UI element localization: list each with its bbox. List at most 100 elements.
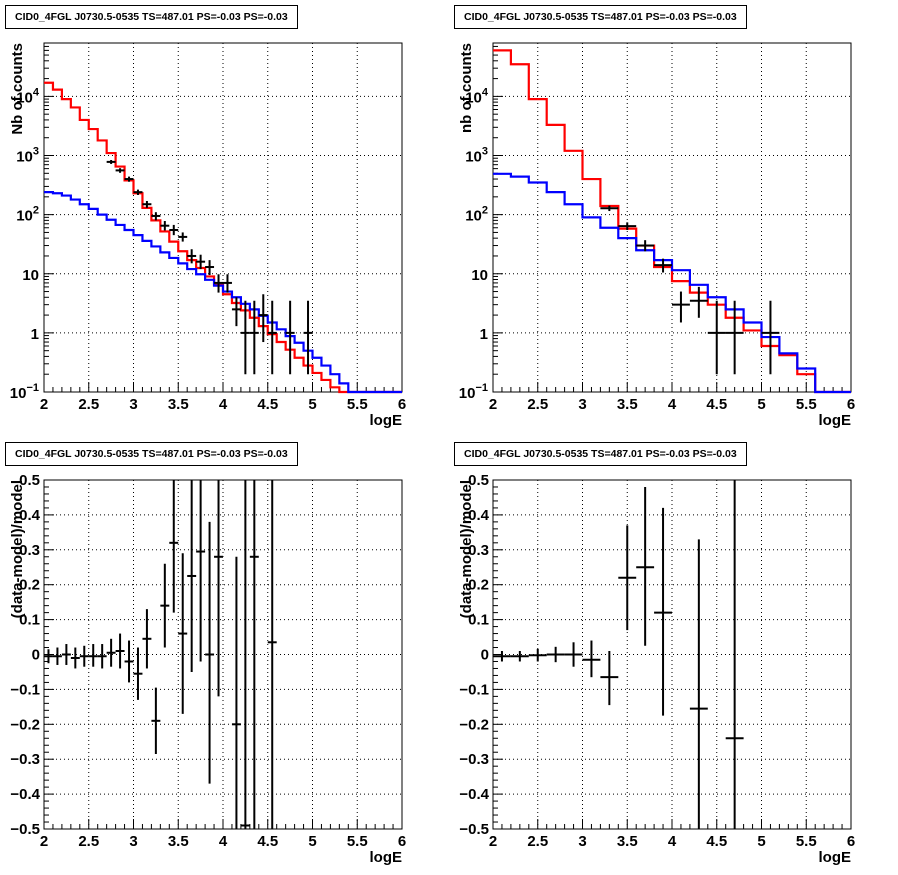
x-tick-label: 5.5 — [347, 833, 368, 850]
x-tick-label: 4.5 — [706, 396, 727, 413]
data-point — [223, 274, 232, 293]
x-tick-label: 2.5 — [527, 396, 548, 413]
y-tick-label: 0.2 — [19, 577, 40, 594]
grid — [44, 480, 402, 829]
chart-top-left: 2 2.5 3 3.5 4 4.5 5 5.5 6 10−1 1 10 102 103 104 logE Nb … — [9, 42, 406, 429]
x-tick-label: 2 — [489, 396, 497, 413]
y-tick-label: −0.5 — [10, 821, 40, 838]
y-tick-label: 0.1 — [19, 612, 40, 629]
chart-title: CID0_4FGL J0730.5-0535 TS=487.01 PS=-0.0… — [5, 442, 298, 466]
chart-title: CID0_4FGL J0730.5-0535 TS=487.01 PS=-0.0… — [454, 442, 747, 466]
data-point — [88, 644, 98, 667]
x-tick-label: 3 — [578, 833, 586, 850]
data-point — [151, 212, 161, 221]
data-point — [187, 249, 197, 264]
y-axis-title: (data-model)/model — [9, 480, 26, 618]
data-points — [44, 480, 277, 829]
x-axis-title: logE — [370, 412, 403, 429]
plot-frame — [43, 42, 403, 393]
y-tick-labels: 10−1 1 10 102 103 104 — [459, 86, 489, 402]
x-tick-label: 3 — [129, 396, 137, 413]
data-point — [44, 649, 53, 664]
y-tick-label: 0.5 — [19, 472, 40, 489]
x-tick-label: 4 — [219, 396, 228, 413]
data-point — [196, 254, 206, 270]
x-axis-title: logE — [819, 849, 852, 866]
data-point — [564, 642, 583, 667]
y-tick-label: 10 — [22, 267, 39, 284]
y-tick-label: 0.1 — [468, 612, 489, 629]
x-tick-label: 2.5 — [78, 833, 99, 850]
x-tick-label: 5.5 — [796, 833, 817, 850]
y-axis-title: Nb of counts — [9, 43, 26, 135]
y-tick-label: 1 — [31, 326, 39, 343]
y-axis-title: nb of counts — [458, 43, 475, 133]
model-total-step — [493, 49, 851, 394]
data-point — [249, 300, 259, 375]
y-axis-title: (data-model)/model — [458, 480, 475, 618]
data-point — [725, 300, 744, 375]
x-tick-labels: 2 2.5 3 3.5 4 4.5 5 5.5 6 — [489, 396, 855, 413]
data-point — [285, 300, 295, 375]
data-point — [160, 221, 170, 231]
y-tick-label: 0.4 — [468, 507, 490, 524]
data-point — [79, 645, 89, 667]
y-tick-label: 0.2 — [468, 577, 489, 594]
panel-top-right: 2 2.5 3 3.5 4 4.5 5 5.5 6 10−1 1 10 102 103 104 logE nb … — [449, 0, 898, 437]
x-tick-labels: 2 2.5 3 3.5 4 4.5 5 5.5 6 — [489, 833, 855, 850]
x-tick-label: 3.5 — [617, 396, 638, 413]
axis-ticks — [492, 42, 852, 393]
x-tick-label: 4 — [668, 833, 677, 850]
data-point — [249, 480, 259, 829]
x-tick-label: 2.5 — [527, 833, 548, 850]
data-point — [97, 644, 107, 669]
x-tick-label: 2.5 — [78, 396, 99, 413]
y-tick-label: −0.4 — [10, 786, 40, 803]
grid — [493, 43, 851, 392]
x-tick-label: 4 — [219, 833, 228, 850]
y-tick-label: −0.3 — [459, 751, 489, 768]
data-point — [106, 159, 116, 164]
x-tick-label: 3.5 — [168, 396, 189, 413]
data-point — [240, 300, 250, 375]
data-point — [205, 260, 215, 276]
data-point — [124, 640, 134, 683]
x-tick-label: 4 — [668, 396, 677, 413]
data-point — [761, 300, 780, 375]
y-tick-label: 104 — [465, 86, 489, 106]
data-point — [160, 563, 170, 648]
y-tick-label: 103 — [465, 146, 488, 166]
data-point — [258, 294, 268, 343]
y-tick-label: 0.3 — [468, 542, 489, 559]
chart-top-right: 2 2.5 3 3.5 4 4.5 5 5.5 6 10−1 1 10 102 103 104 logE nb … — [458, 42, 855, 429]
x-tick-label: 3 — [129, 833, 137, 850]
data-point — [510, 651, 529, 662]
x-tick-label: 5 — [308, 833, 316, 850]
data-point — [106, 638, 116, 667]
data-point — [52, 647, 62, 665]
data-point — [672, 291, 690, 323]
data-point — [178, 232, 188, 242]
x-axis-title: logE — [819, 412, 852, 429]
data-point — [196, 480, 206, 662]
y-tick-label: 0 — [32, 647, 40, 664]
data-point — [618, 525, 637, 631]
data-point — [654, 258, 672, 273]
x-tick-label: 3.5 — [617, 833, 638, 850]
y-tick-label: −0.1 — [459, 681, 489, 698]
data-point — [151, 687, 161, 754]
data-point — [528, 648, 547, 662]
y-tick-label: −0.2 — [10, 716, 40, 733]
x-tick-label: 5.5 — [347, 396, 368, 413]
panel-top-left: 2 2.5 3 3.5 4 4.5 5 5.5 6 10−1 1 10 102 103 104 logE Nb … — [0, 0, 449, 437]
y-tick-label: 0 — [481, 647, 489, 664]
panel-bottom-left: 2 2.5 3 3.5 4 4.5 5 5.5 6 −0.5 −0.4 −0.3 −0.2 −0.1 0 0.… — [0, 437, 449, 874]
y-tick-label: 1 — [480, 326, 488, 343]
data-point — [600, 205, 619, 212]
y-tick-labels: −0.5 −0.4 −0.3 −0.2 −0.1 0 0.1 0.2 0.3 0.4 0.5 — [10, 472, 40, 838]
x-tick-labels: 2 2.5 3 3.5 4 4.5 5 5.5 6 — [40, 833, 406, 850]
x-tick-label: 6 — [398, 396, 406, 413]
model-total-step — [44, 81, 402, 394]
x-tick-label: 5 — [757, 396, 765, 413]
x-tick-label: 6 — [847, 833, 855, 850]
